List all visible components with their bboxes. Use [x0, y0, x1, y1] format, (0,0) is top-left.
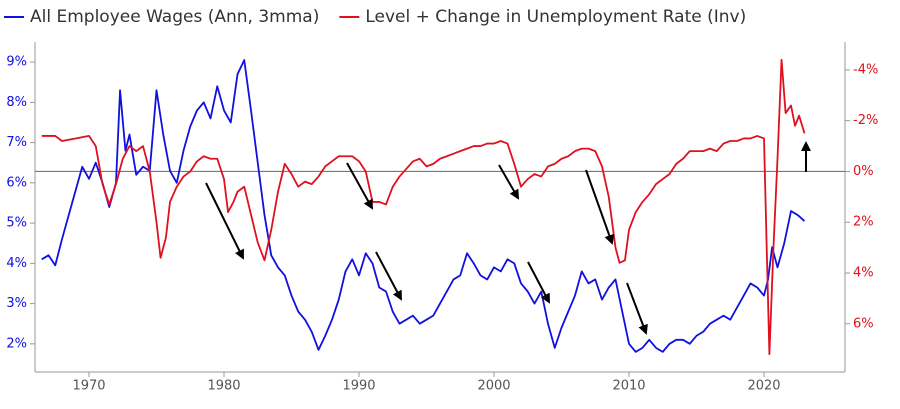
y-tick-label: 7%	[6, 135, 27, 150]
arrow	[626, 282, 648, 335]
arrow	[346, 162, 373, 210]
x-tick-label: 2010	[612, 379, 645, 394]
y-tick-label: 5%	[6, 216, 27, 231]
y2-tick-label: -4%	[853, 62, 878, 77]
x-tick-label: 2020	[747, 379, 780, 394]
arrow	[498, 164, 519, 200]
y2-tick-label: 4%	[853, 266, 874, 281]
series-line	[41, 59, 806, 353]
x-tick-label: 1970	[72, 379, 105, 394]
annotation-arrows	[205, 141, 811, 335]
arrow	[375, 251, 402, 301]
y2-tick-label: 2%	[853, 215, 874, 230]
y-tick-label: 3%	[6, 296, 27, 311]
arrow	[585, 169, 615, 245]
x-tick-label: 1990	[342, 379, 375, 394]
y2-tick-label: -2%	[853, 113, 878, 128]
y-tick-label: 6%	[6, 175, 27, 190]
y2-tick-label: 6%	[853, 316, 874, 331]
y-tick-label: 9%	[6, 55, 27, 70]
y-tick-label: 4%	[6, 256, 27, 271]
y-tick-label: 8%	[6, 95, 27, 110]
legend-label: Level + Change in Unemployment Rate (Inv…	[365, 7, 746, 27]
arrow	[205, 182, 244, 260]
x-tick-label: 2000	[477, 379, 510, 394]
y2-tick-label: 0%	[853, 164, 874, 179]
y-tick-label: 2%	[6, 336, 27, 351]
arrow	[527, 261, 550, 304]
series-line	[41, 58, 806, 356]
legend-label: All Employee Wages (Ann, 3mma)	[30, 7, 319, 27]
x-tick-label: 1980	[207, 379, 240, 394]
